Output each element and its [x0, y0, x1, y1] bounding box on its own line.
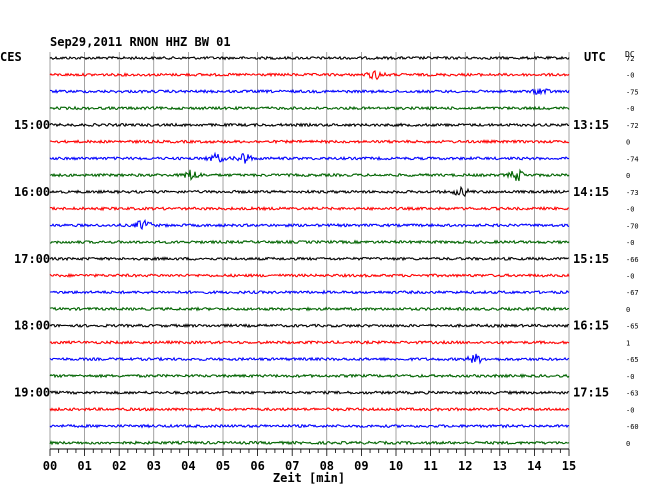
seismic-trace-21	[49, 406, 570, 412]
right-time-label: 15:15	[573, 252, 609, 266]
seismic-trace-16	[49, 323, 570, 329]
left-time-label: 19:00	[14, 386, 50, 400]
x-tick-label: 04	[181, 459, 195, 473]
x-tick-label: 14	[527, 459, 541, 473]
dc-value: -75	[626, 88, 639, 96]
seismic-trace-0	[49, 55, 570, 61]
dc-value: -0	[626, 272, 634, 280]
seismic-trace-7	[49, 168, 570, 182]
left-time-label: 17:00	[14, 252, 50, 266]
dc-value: -65	[626, 323, 639, 331]
x-tick-label: 11	[423, 459, 437, 473]
right-time-label: 13:15	[573, 118, 609, 132]
chart-title: Sep29,2011 RNON HHZ BW 01	[50, 35, 231, 49]
seismic-trace-2	[50, 87, 570, 96]
dc-value: -66	[626, 256, 639, 264]
seismic-trace-4	[49, 122, 569, 128]
seismic-trace-14	[49, 289, 570, 295]
x-tick-label: 06	[250, 459, 264, 473]
dc-value: -70	[626, 222, 639, 230]
dc-value: -0	[626, 373, 634, 381]
left-time-label: 18:00	[14, 319, 50, 333]
seismic-trace-5	[49, 139, 570, 145]
x-tick-label: 03	[147, 459, 161, 473]
dc-value: -0	[626, 239, 634, 247]
right-time-label: 14:15	[573, 185, 609, 199]
seismic-trace-9	[49, 205, 570, 212]
seismic-trace-22	[49, 423, 570, 429]
dc-value: -73	[626, 189, 639, 197]
x-tick-label: 10	[389, 459, 403, 473]
x-tick-label: 02	[112, 459, 126, 473]
x-tick-label: 07	[285, 459, 299, 473]
seismic-trace-18	[49, 353, 570, 365]
vertical-gridlines	[49, 52, 570, 449]
seismic-trace-6	[49, 151, 570, 164]
seismic-trace-3	[49, 105, 570, 111]
dc-value: -67	[626, 289, 639, 297]
dc-value: -63	[626, 390, 639, 398]
x-tick-label: 00	[43, 459, 57, 473]
dc-value: -65	[626, 356, 639, 364]
left-timezone-label: CES	[0, 50, 22, 64]
x-axis: 00 01 02 03 04 05 06 07 08 09 10 11 12 13 14 15	[43, 448, 576, 473]
x-tick-label: 08	[320, 459, 334, 473]
seismic-trace-8	[49, 185, 570, 198]
dc-value: -72	[626, 122, 639, 130]
x-tick-label: 13	[493, 459, 507, 473]
dc-value: -60	[626, 423, 639, 431]
seismic-trace-19	[49, 373, 570, 379]
dc-value: 0	[626, 306, 630, 314]
left-time-label: 15:00	[14, 118, 50, 132]
dc-value: 1	[626, 339, 630, 347]
seismic-trace-12	[49, 256, 570, 262]
dc-value: -0	[626, 206, 634, 214]
trace-time-labels: 15:00 16:00 17:00 18:00 19:00 13:15 14:15 15:15…	[14, 118, 609, 400]
seismic-traces	[49, 55, 570, 446]
dc-value: -0	[626, 72, 634, 80]
seismic-trace-13	[49, 272, 570, 279]
seismic-trace-15	[49, 306, 570, 312]
dc-value: 0	[626, 139, 630, 147]
dc-value: 72	[626, 55, 634, 63]
seismic-trace-23	[49, 440, 570, 446]
x-axis-label: Zeit [min]	[273, 471, 345, 485]
right-time-label: 16:15	[573, 319, 609, 333]
x-tick-label: 05	[216, 459, 230, 473]
dc-value: -0	[626, 105, 634, 113]
dc-value: 0	[626, 172, 630, 180]
dc-value: -74	[626, 155, 639, 163]
right-time-label: 17:15	[573, 386, 609, 400]
x-tick-label: 15	[562, 459, 576, 473]
seismic-trace-1	[49, 70, 570, 81]
right-timezone-label: UTC	[584, 50, 606, 64]
dc-offset-values: 72 -0 -75 -0 -72 0 -74 0 -73 -0 -70 -0 -66 -0 -67 0 -65 1…	[626, 55, 639, 448]
seismic-trace-20	[49, 389, 570, 396]
dc-header: DC	[625, 50, 635, 59]
left-time-label: 16:00	[14, 185, 50, 199]
seismic-trace-17	[49, 339, 570, 345]
seismic-trace-11	[49, 239, 570, 245]
dc-value: -0	[626, 406, 634, 414]
x-tick-label: 12	[458, 459, 472, 473]
seismic-trace-10	[49, 219, 570, 231]
x-tick-label: 01	[77, 459, 91, 473]
dc-value: 0	[626, 440, 630, 448]
x-tick-label: 09	[354, 459, 368, 473]
